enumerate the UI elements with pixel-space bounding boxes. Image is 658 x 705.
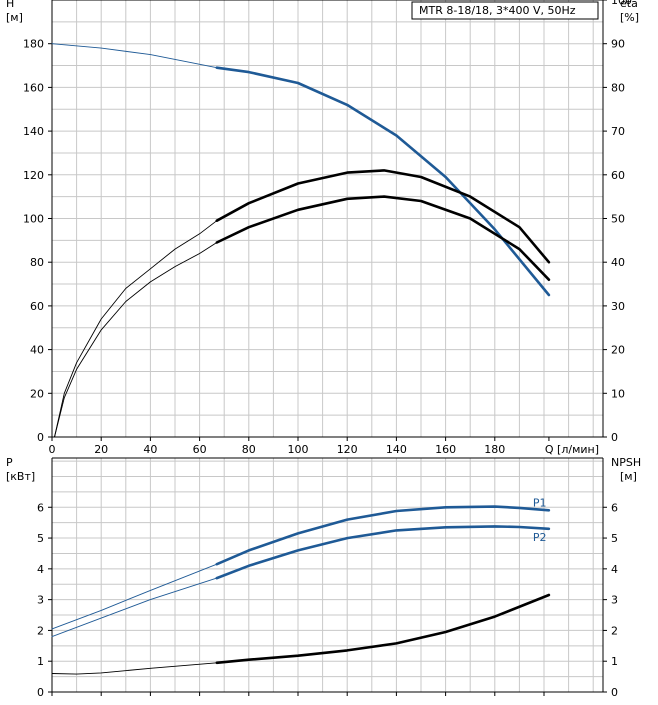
right-tick-label: 10 — [611, 387, 625, 400]
series-p1-line — [215, 505, 551, 566]
series-eta_lower-extrapolated-line — [54, 242, 218, 438]
right-tick-label: 1 — [611, 655, 618, 668]
x-tick-label: 40 — [143, 443, 157, 456]
left-tick-label: 100 — [23, 213, 44, 226]
right-tick-label: 4 — [611, 563, 618, 576]
top-left-axis-label-line2: [м] — [6, 11, 23, 24]
series-label-p2: P2 — [533, 531, 547, 544]
right-tick-label: 3 — [611, 594, 618, 607]
series-p2-line — [215, 525, 551, 580]
left-tick-label: 40 — [30, 344, 44, 357]
left-tick-label: 160 — [23, 81, 44, 94]
labels-layer: H [м] eta [%] P [кВт] NPSH [м] 020406080… — [6, 0, 641, 699]
series-eta_lower-line — [215, 195, 551, 281]
left-tick-label: 20 — [30, 387, 44, 400]
left-tick-label: 120 — [23, 169, 44, 182]
bottom-right-axis-label-line2: [м] — [620, 470, 637, 483]
series-eta_upper-line — [215, 169, 551, 264]
x-tick-label: 80 — [242, 443, 256, 456]
series-h-line — [215, 66, 551, 297]
series-label-p1: P1 — [533, 496, 547, 509]
x-axis-end-label: Q [л/мин] — [545, 443, 599, 456]
left-tick-label: 60 — [30, 300, 44, 313]
series-npsh-extrapolated-line — [51, 662, 218, 675]
bottom-right-axis-label-line1: NPSH — [611, 456, 641, 469]
left-tick-label: 4 — [37, 563, 44, 576]
left-tick-label: 1 — [37, 655, 44, 668]
x-tick-label: 120 — [337, 443, 358, 456]
series-p2-extrapolated-line — [51, 577, 218, 638]
right-tick-label: 90 — [611, 38, 625, 51]
series-h-extrapolated-line — [51, 43, 218, 69]
bottom-left-axis-label-line2: [кВт] — [6, 470, 35, 483]
x-tick-label: 140 — [386, 443, 407, 456]
x-tick-label: 60 — [193, 443, 207, 456]
right-tick-label: 2 — [611, 624, 618, 637]
title-box-text: MTR 8-18/18, 3*400 V, 50Hz — [419, 4, 576, 17]
right-tick-label: 0 — [611, 686, 618, 699]
x-tick-label: 0 — [49, 443, 56, 456]
left-tick-label: 2 — [37, 624, 44, 637]
series-p1-extrapolated-line — [51, 563, 218, 630]
series-npsh-line — [215, 593, 551, 665]
right-tick-label: 30 — [611, 300, 625, 313]
right-tick-label: 70 — [611, 125, 625, 138]
right-tick-label: 0 — [611, 431, 618, 444]
top-right-axis-label-line1: eta — [620, 0, 638, 10]
title-box-frame — [411, 1, 599, 20]
right-tick-label: 60 — [611, 169, 625, 182]
series-layer — [51, 43, 551, 675]
left-tick-label: 0 — [37, 431, 44, 444]
right-tick-label: 20 — [611, 344, 625, 357]
right-tick-label: 40 — [611, 256, 625, 269]
series-eta_upper-extrapolated-line — [54, 220, 218, 438]
title-box: MTR 8-18/18, 3*400 V, 50Hz — [411, 1, 599, 20]
left-tick-label: 180 — [23, 38, 44, 51]
left-tick-label: 140 — [23, 125, 44, 138]
left-tick-label: 6 — [37, 501, 44, 514]
top-right-axis-label-line2: [%] — [620, 11, 639, 24]
x-tick-label: 100 — [288, 443, 309, 456]
bottom-left-axis-label-line1: P — [6, 456, 13, 469]
right-tick-label: 100 — [611, 0, 632, 7]
x-tick-label: 160 — [435, 443, 456, 456]
left-tick-label: 0 — [37, 686, 44, 699]
x-tick-label: 20 — [94, 443, 108, 456]
axes-layer — [48, 0, 607, 696]
left-tick-label: 3 — [37, 594, 44, 607]
right-tick-label: 50 — [611, 213, 625, 226]
x-tick-label: 180 — [484, 443, 505, 456]
right-tick-label: 6 — [611, 501, 618, 514]
right-tick-label: 80 — [611, 81, 625, 94]
left-tick-label: 80 — [30, 256, 44, 269]
left-tick-label: 5 — [37, 532, 44, 545]
grid-layer — [52, 0, 603, 692]
top-left-axis-label-line1: H — [6, 0, 14, 10]
right-tick-label: 5 — [611, 532, 618, 545]
